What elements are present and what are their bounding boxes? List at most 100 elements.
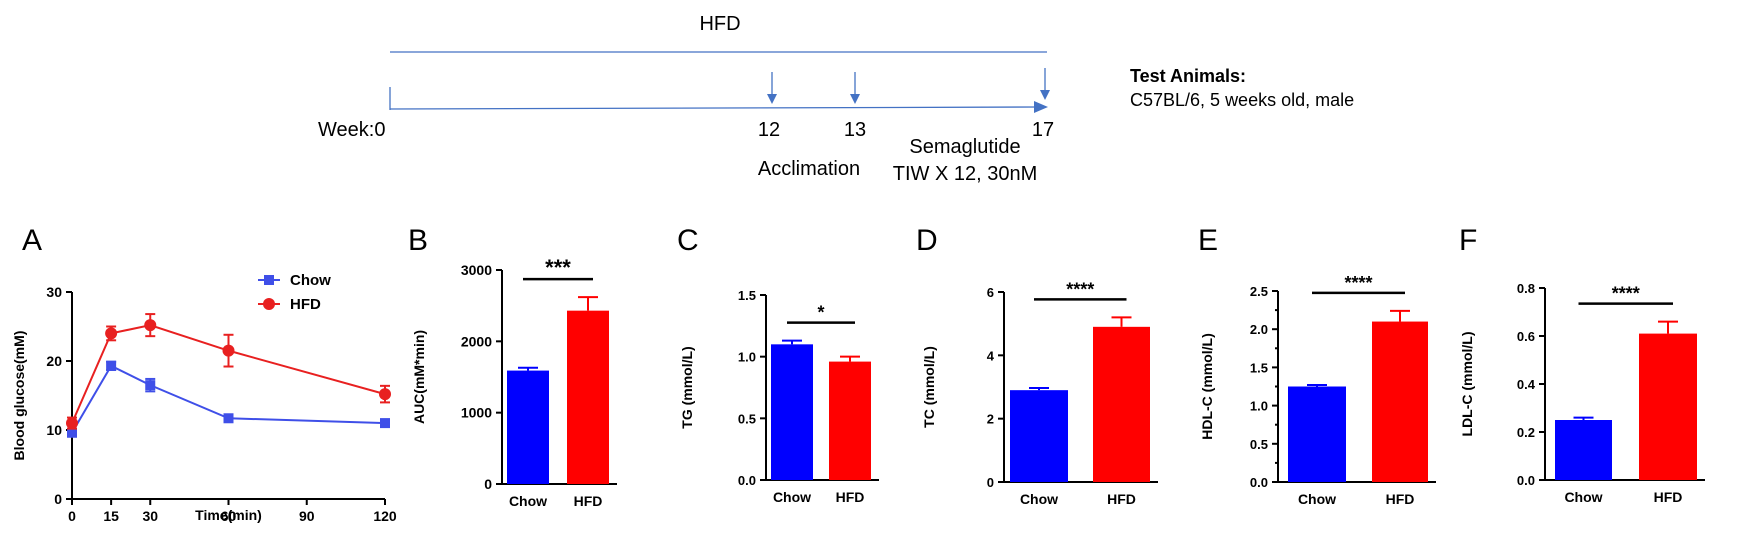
data-point-hfd [379, 388, 391, 401]
down-arrow-icon [1040, 90, 1050, 100]
x-tick-label: Chow [1298, 491, 1336, 507]
data-point-chow [380, 418, 390, 429]
treatment-drug-label: Semaglutide [909, 136, 1020, 158]
legend-label: HFD [290, 296, 321, 313]
legend-marker [264, 275, 274, 285]
y-tick-label: 0 [484, 476, 492, 492]
diet-label: HFD [699, 13, 740, 35]
glucose-tolerance-line-chart: 0 10 20 30 0 15 30 60 90 120 Time(min) Blood glucos… [11, 272, 397, 524]
y-tick-label: 20 [46, 353, 62, 369]
y-tick-label: 0.5 [1250, 437, 1268, 452]
panel-letter-f: F [1459, 224, 1477, 257]
data-point-hfd [222, 344, 235, 357]
week-13-label: 13 [844, 119, 866, 141]
y-tick-label: 0.8 [1517, 281, 1535, 296]
significance-label: **** [1612, 284, 1640, 304]
y-tick-label: 0.5 [738, 411, 756, 426]
x-tick-label: 30 [142, 508, 158, 524]
x-tick-label: 15 [103, 508, 119, 524]
y-tick-label: 1000 [461, 405, 492, 421]
arrow-week-13 [850, 72, 860, 104]
bar-chow [1010, 390, 1068, 482]
y-tick-label: 0 [987, 475, 994, 490]
y-tick-label: 10 [46, 422, 62, 438]
x-tick-label: 90 [299, 508, 315, 524]
test-animals-title: Test Animals: [1130, 66, 1246, 86]
x-axis-title: Time(min) [195, 507, 262, 523]
x-tick-label: Chow [1020, 491, 1058, 507]
y-axis-title: Blood glucose(mM) [11, 331, 27, 461]
data-point-chow [67, 427, 77, 438]
y-tick-label: 0 [54, 491, 62, 507]
y-tick-label: 0.6 [1517, 329, 1535, 344]
y-axis-title: AUC(mM*min) [411, 330, 427, 424]
bar-chow [507, 370, 549, 484]
y-tick-label: 0.4 [1517, 377, 1536, 392]
x-tick-label: HFD [1107, 491, 1136, 507]
y-tick-label: 0.2 [1517, 425, 1535, 440]
y-tick-label: 2 [987, 412, 994, 427]
y-tick-label: 1.5 [738, 288, 756, 303]
x-tick-label: Chow [773, 489, 811, 505]
hdl-bar-chart: 0.0 0.5 1.0 1.5 2.0 2.5 HDL-C (mmol/L) Chow HFD *… [1199, 273, 1436, 507]
y-tick-label: 0.0 [1517, 473, 1535, 488]
tc-bar-chart: 0 2 4 6 TC (mmol/L) Chow HFD **** [921, 279, 1158, 507]
y-tick-label: 30 [46, 284, 62, 300]
y-tick-label: 4 [987, 348, 995, 363]
x-tick-label: HFD [1654, 489, 1683, 505]
x-tick-label: HFD [1386, 491, 1415, 507]
y-tick-label: 2.0 [1250, 322, 1268, 337]
x-tick-label: 120 [373, 508, 397, 524]
data-point-hfd [144, 319, 157, 332]
week-17-label: 17 [1032, 119, 1054, 141]
study-timeline: HFD Week:0 12 13 17 Acclimation Semaglut… [318, 13, 1354, 185]
y-axis-title: HDL-C (mmol/L) [1199, 333, 1215, 440]
week-label: Week:0 [318, 119, 385, 141]
panel-letter-d: D [916, 224, 938, 257]
down-arrow-icon [767, 94, 777, 104]
x-tick-label: HFD [836, 489, 865, 505]
data-point-chow [223, 413, 234, 424]
significance-label: * [817, 303, 824, 323]
bar-hfd [829, 361, 871, 480]
x-tick-label: 0 [68, 508, 76, 524]
significance-label: **** [1066, 279, 1094, 299]
treatment-dose-label: TIW X 12, 30nM [893, 163, 1038, 185]
y-tick-label: 1.5 [1250, 360, 1268, 375]
significance-label: *** [545, 255, 571, 280]
y-tick-label: 0.0 [738, 473, 756, 488]
timeline-axis-line [389, 106, 1043, 110]
panel-letter-a: A [22, 224, 42, 257]
panel-letter-b: B [408, 224, 428, 257]
x-tick-label: Chow [509, 493, 547, 509]
y-tick-label: 2.5 [1250, 284, 1268, 299]
y-axis-title: LDL-C (mmol/L) [1459, 332, 1475, 437]
data-point-hfd [66, 417, 78, 430]
auc-bar-chart: 0 1000 2000 3000 AUC(mM*min) Chow HFD *** [411, 255, 617, 509]
legend-label: Chow [290, 272, 331, 289]
x-tick-label: 60 [221, 508, 237, 524]
bar-hfd [1093, 326, 1150, 482]
panel-letter-c: C [677, 224, 699, 257]
week-12-label: 12 [758, 119, 780, 141]
y-tick-label: 6 [987, 285, 994, 300]
y-tick-label: 0.0 [1250, 475, 1268, 490]
data-point-chow [145, 380, 156, 391]
arrow-week-12 [767, 72, 777, 104]
ldl-bar-chart: 0.0 0.2 0.4 0.6 0.8 LDL-C (mmol/L) Chow HFD **** [1459, 281, 1705, 505]
y-tick-label: 2000 [461, 333, 492, 349]
test-animals-description: C57BL/6, 5 weeks old, male [1130, 90, 1354, 110]
y-axis-title: TC (mmol/L) [921, 346, 937, 428]
significance-label: **** [1344, 273, 1372, 293]
x-tick-label: Chow [1564, 489, 1602, 505]
y-tick-label: 1.0 [738, 350, 756, 365]
legend-marker [263, 298, 275, 310]
bar-hfd [567, 310, 609, 484]
y-tick-label: 1.0 [1250, 399, 1268, 414]
down-arrow-icon [850, 94, 860, 104]
arrow-week-17 [1040, 68, 1050, 100]
bar-hfd [1639, 333, 1697, 480]
data-point-chow [106, 360, 117, 371]
timeline-arrowhead-icon [1034, 101, 1048, 113]
